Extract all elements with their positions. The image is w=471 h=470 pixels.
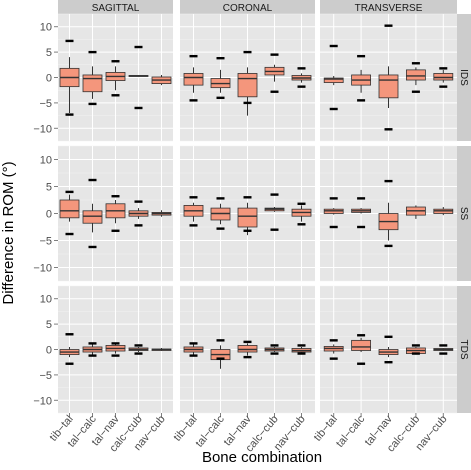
y-tick-label: −5: [39, 236, 52, 248]
box-tal−nav: [378, 335, 399, 364]
column-strip-label: CORONAL: [223, 3, 273, 14]
box-tal−calc: [82, 342, 103, 357]
box-nav−cub: [151, 210, 172, 217]
box-nav−cub: [433, 207, 454, 216]
box-tib−tal: [323, 339, 344, 360]
box-calc−cub: [264, 53, 285, 93]
iqr-box: [237, 73, 258, 98]
box-tal−calc: [210, 339, 231, 369]
box-tal−nav: [378, 24, 399, 131]
box-tal−calc: [210, 56, 231, 100]
iqr-box: [433, 73, 454, 81]
iqr-box: [405, 69, 426, 81]
y-tick-label: 5: [46, 47, 52, 59]
box-tal−calc: [210, 197, 231, 230]
y-tick-label: −5: [39, 370, 52, 382]
box-calc−cub: [264, 193, 285, 231]
iqr-box: [378, 74, 399, 99]
y-tick-label: 10: [40, 294, 52, 306]
box-tal−nav: [105, 342, 126, 357]
box-nav−cub: [291, 344, 312, 355]
column-strip-label: SAGITTAL: [92, 3, 140, 14]
row-strip-label: SS: [458, 207, 469, 221]
box-tal−calc: [351, 197, 372, 229]
box-tal−calc: [82, 50, 103, 106]
iqr-box: [323, 77, 344, 83]
box-tib−tal: [183, 196, 204, 227]
panel-tds-coronal: [180, 285, 315, 414]
panel-ss-sagittal: [58, 145, 173, 282]
panel-tds-sagittal: [58, 285, 173, 414]
y-tick-label: 0: [46, 345, 52, 357]
box-tal−calc: [351, 334, 372, 365]
panel-ids-transverse: [320, 13, 457, 142]
y-tick-label: −10: [33, 263, 52, 275]
box-tal−nav: [237, 340, 258, 359]
panel-ids-coronal: [180, 13, 315, 142]
box-tib−tal: [59, 39, 80, 116]
iqr-box: [237, 345, 258, 353]
box-calc−cub: [264, 344, 285, 355]
box-calc−cub: [405, 205, 426, 219]
box-nav−cub: [151, 347, 172, 352]
panel-ids-sagittal: [58, 13, 173, 142]
iqr-box: [59, 199, 80, 219]
y-tick-label: −10: [33, 395, 52, 407]
row-strip-ss: [457, 146, 471, 281]
row-strip-label: IDS: [458, 69, 469, 86]
box-tal−nav: [237, 196, 258, 236]
y-axis-title: Difference in ROM (°): [0, 161, 17, 304]
column-strip-transverse: [320, 0, 457, 14]
box-tib−tal: [183, 54, 204, 102]
x-tick-label: tal−calc: [193, 413, 227, 450]
box-tal−calc: [351, 54, 372, 102]
y-tick-label: 10: [40, 22, 52, 34]
iqr-box: [82, 74, 103, 93]
box-nav−cub: [291, 67, 312, 88]
y-tick-label: 5: [46, 182, 52, 194]
plot-area: SAGITTAL CORONAL TRANSVERSE IDS SS TDS −10 −5 0 5…: [33, 0, 471, 454]
box-calc−cub: [128, 344, 149, 355]
box-tal−nav: [237, 50, 258, 116]
box-tib−tal: [183, 342, 204, 357]
y-tick-label: 5: [46, 319, 52, 331]
box-tal−calc: [82, 178, 103, 249]
box-calc−cub: [405, 62, 426, 93]
row-strip-ids: [457, 14, 471, 141]
y-tick-label: 0: [46, 209, 52, 221]
y-tick-label: −5: [39, 98, 52, 110]
column-strip-label: TRANSVERSE: [355, 3, 423, 14]
row-strip-tds: [457, 286, 471, 413]
panel-ss-coronal: [180, 145, 315, 282]
x-axis-title: Bone combination: [202, 449, 322, 466]
box-nav−cub: [433, 67, 454, 88]
box-tal−nav: [105, 195, 126, 232]
box-tib−tal: [323, 44, 344, 111]
y-tick-label: 0: [46, 73, 52, 85]
box-nav−cub: [433, 344, 454, 355]
iqr-box: [237, 207, 258, 228]
column-strip-coronal: [180, 0, 315, 14]
panel-tds-transverse: [320, 285, 457, 414]
column-strip-sagittal: [58, 0, 173, 14]
panel-ss-transverse: [320, 145, 457, 282]
iqr-box: [183, 73, 204, 86]
row-strip-label: TDS: [458, 340, 469, 360]
box-calc−cub: [405, 344, 426, 355]
iqr-box: [82, 210, 103, 224]
box-tib−tal: [323, 197, 344, 229]
y-tick-label: 10: [40, 155, 52, 167]
box-tib−tal: [59, 333, 80, 365]
box-tal−nav: [105, 60, 126, 97]
box-tal−nav: [378, 179, 399, 248]
box-calc−cub: [128, 45, 149, 110]
x-tick-label: tal−calc: [334, 413, 368, 450]
y-tick-label: −10: [33, 123, 52, 135]
box-nav−cub: [151, 74, 172, 86]
box-calc−cub: [128, 200, 149, 227]
box-nav−cub: [291, 202, 312, 226]
box-tib−tal: [59, 190, 80, 236]
iqr-box: [351, 339, 372, 351]
